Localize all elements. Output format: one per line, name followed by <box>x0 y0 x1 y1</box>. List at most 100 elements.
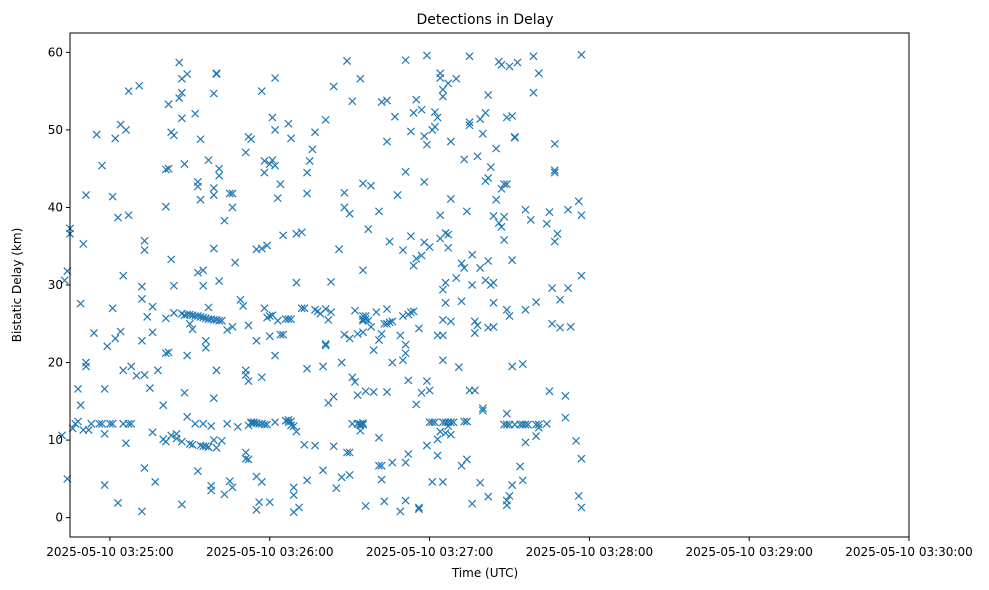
detection-marker <box>145 384 154 393</box>
marker-stroke <box>191 109 200 118</box>
marker-stroke <box>382 305 391 314</box>
detection-marker <box>183 412 192 421</box>
marker-stroke <box>358 328 368 337</box>
marker-stroke <box>574 197 583 206</box>
marker-stroke <box>201 442 210 451</box>
marker-stroke <box>268 311 277 320</box>
marker-stroke <box>564 205 573 214</box>
marker-stroke <box>84 425 93 435</box>
marker-stroke <box>271 418 280 427</box>
marker-stroke <box>260 420 269 429</box>
detection-marker <box>175 58 184 67</box>
marker-stroke <box>374 433 383 442</box>
marker-stroke <box>502 420 511 429</box>
detection-marker <box>127 362 136 371</box>
detection-marker <box>303 189 312 198</box>
detection-marker <box>577 454 586 463</box>
marker-stroke <box>81 191 91 200</box>
marker-stroke <box>161 202 170 211</box>
detection-marker <box>329 82 338 91</box>
marker-stroke <box>438 92 447 101</box>
marker-stroke <box>380 497 389 506</box>
detection-marker <box>425 386 434 395</box>
marker-stroke <box>127 419 136 428</box>
marker-stroke <box>239 301 248 310</box>
marker-stroke <box>420 177 429 186</box>
marker-stroke <box>508 111 517 120</box>
marker-stroke <box>542 419 551 428</box>
detection-marker <box>433 451 442 460</box>
detection-marker <box>279 231 288 240</box>
detection-marker <box>484 173 493 183</box>
marker-stroke <box>199 281 208 290</box>
marker-stroke <box>164 348 173 357</box>
detection-marker <box>87 419 96 428</box>
marker-stroke <box>233 422 242 431</box>
marker-stroke <box>388 317 397 326</box>
detection-marker <box>532 432 541 441</box>
detection-marker <box>382 305 391 314</box>
detection-marker <box>521 205 530 214</box>
detection-marker <box>508 362 517 371</box>
marker-stroke <box>417 105 426 114</box>
marker-stroke <box>502 180 511 189</box>
detection-marker <box>271 418 280 427</box>
marker-stroke <box>377 329 386 338</box>
marker-stroke <box>201 336 210 345</box>
detection-marker <box>532 298 541 307</box>
marker-stroke <box>228 483 237 492</box>
detection-marker <box>566 322 575 331</box>
marker-stroke <box>390 112 399 121</box>
detection-marker <box>199 281 208 290</box>
marker-stroke <box>289 491 298 500</box>
detection-marker <box>345 334 354 343</box>
detection-marker <box>297 228 306 237</box>
detection-marker <box>366 181 375 190</box>
marker-stroke <box>220 216 229 225</box>
detection-marker <box>137 282 146 291</box>
detection-marker <box>260 304 269 313</box>
detection-marker <box>287 315 296 324</box>
detection-marker <box>396 507 405 516</box>
marker-stroke <box>204 303 213 312</box>
marker-stroke <box>505 62 514 71</box>
detection-marker <box>444 230 453 239</box>
detection-marker <box>476 263 485 272</box>
marker-stroke <box>260 156 269 165</box>
marker-stroke <box>484 323 493 332</box>
marker-stroke <box>556 323 565 332</box>
marker-stroke <box>257 87 266 96</box>
marker-stroke <box>422 140 431 149</box>
marker-stroke <box>161 349 170 358</box>
detection-marker <box>340 203 349 212</box>
detection-marker <box>287 134 296 143</box>
marker-stroke <box>529 52 538 61</box>
marker-stroke <box>446 418 455 427</box>
detection-marker <box>350 377 360 386</box>
marker-stroke <box>556 295 565 304</box>
detection-marker <box>180 388 189 397</box>
marker-stroke <box>263 241 272 250</box>
marker-stroke <box>454 363 463 372</box>
detection-marker <box>276 180 285 189</box>
detection-marker <box>430 108 439 117</box>
detection-marker <box>433 113 442 122</box>
detection-marker <box>161 165 170 174</box>
detection-marker <box>124 419 133 428</box>
marker-stroke <box>436 73 445 82</box>
detection-marker <box>334 245 344 254</box>
marker-stroke <box>161 314 170 323</box>
marker-stroke <box>361 311 370 321</box>
marker-stroke <box>502 305 511 314</box>
detection-marker <box>177 114 186 123</box>
marker-stroke <box>177 500 186 509</box>
marker-stroke <box>140 463 149 473</box>
y-axis-label: Bistatic Delay (km) <box>10 228 24 343</box>
detection-marker <box>377 475 386 484</box>
detection-marker <box>438 315 447 324</box>
detection-marker <box>430 122 439 131</box>
marker-stroke <box>532 432 541 441</box>
detection-marker <box>257 244 266 253</box>
detection-marker <box>223 325 232 334</box>
detection-marker <box>292 427 301 436</box>
